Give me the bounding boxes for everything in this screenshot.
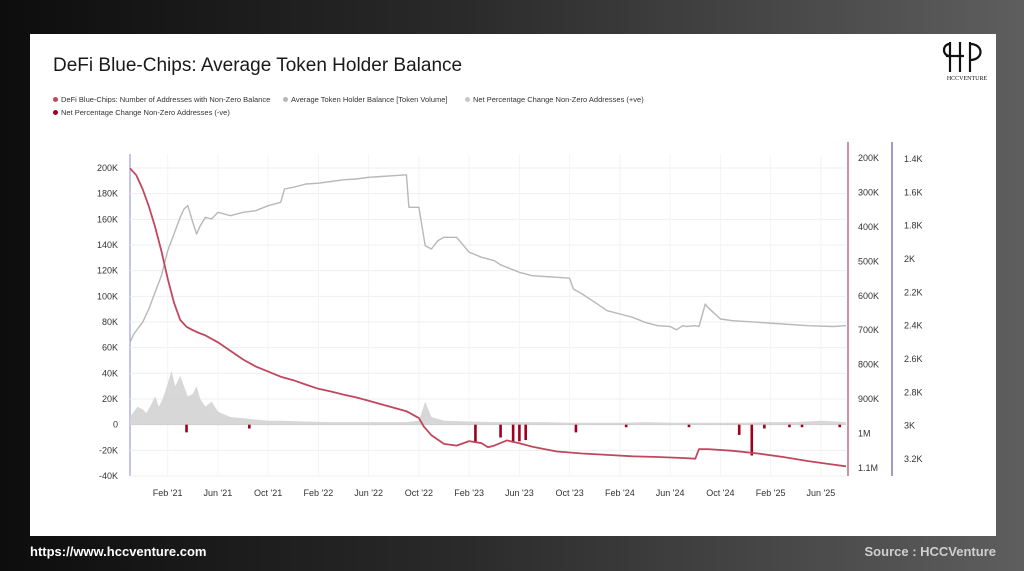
- mid-axis-tick: 700K: [858, 325, 879, 335]
- legend-label: Net Percentage Change Non-Zero Addresses…: [473, 95, 644, 104]
- left-axis-tick: 180K: [97, 189, 118, 199]
- mid-axis-tick: 800K: [858, 360, 879, 370]
- left-axis-tick: 0: [113, 420, 118, 430]
- neg-change-bar: [763, 424, 766, 429]
- x-axis-tick: Feb '25: [756, 488, 786, 498]
- mid-axis-tick: 900K: [858, 394, 879, 404]
- neg-change-bar: [248, 424, 251, 429]
- legend-label: Average Token Holder Balance [Token Volu…: [291, 95, 448, 104]
- legend-label: Net Percentage Change Non-Zero Addresses…: [61, 108, 230, 117]
- legend-item-avg-balance[interactable]: Average Token Holder Balance [Token Volu…: [283, 95, 448, 104]
- left-axis-tick: 20K: [102, 394, 118, 404]
- left-axis-tick: 40K: [102, 368, 118, 378]
- left-axis-tick: 160K: [97, 214, 118, 224]
- legend-dot-icon: [283, 97, 288, 102]
- neg-change-bar: [838, 424, 842, 428]
- x-axis-tick: Feb '23: [454, 488, 484, 498]
- x-axis-tick: Feb '21: [153, 488, 183, 498]
- x-axis-tick: Feb '24: [605, 488, 635, 498]
- left-axis-tick: 120K: [97, 266, 118, 276]
- right-axis-tick: 3K: [904, 421, 915, 431]
- neg-change-bar: [574, 424, 578, 433]
- right-axis-tick: 2.8K: [904, 387, 923, 397]
- right-axis-tick: 3.2K: [904, 454, 923, 464]
- left-axis-tick: 140K: [97, 240, 118, 250]
- neg-change-bar: [518, 424, 521, 442]
- legend-item-pos-change[interactable]: Net Percentage Change Non-Zero Addresses…: [465, 95, 644, 104]
- left-axis-tick: 80K: [102, 317, 118, 327]
- x-axis-tick: Jun '24: [656, 488, 685, 498]
- left-axis-tick: 200K: [97, 163, 118, 173]
- legend-dot-icon: [465, 97, 470, 102]
- x-axis-tick: Oct '21: [254, 488, 282, 498]
- neg-change-bar: [788, 424, 791, 428]
- legend-item-neg-change[interactable]: Net Percentage Change Non-Zero Addresses…: [53, 108, 230, 117]
- mid-axis-tick: 500K: [858, 256, 879, 266]
- chart-title: DeFi Blue-Chips: Average Token Holder Ba…: [53, 55, 463, 76]
- x-axis-tick: Oct '23: [556, 488, 584, 498]
- mid-axis-tick: 400K: [858, 222, 879, 232]
- x-axis-tick: Jun '25: [807, 488, 836, 498]
- left-axis-tick: 100K: [97, 291, 118, 301]
- hcc-logo: [942, 42, 982, 72]
- mid-axis-tick: 200K: [858, 153, 879, 163]
- mid-axis-tick: 300K: [858, 187, 879, 197]
- legend-label: DeFi Blue-Chips: Number of Addresses wit…: [61, 95, 271, 104]
- x-axis-tick: Oct '22: [405, 488, 433, 498]
- right-axis-tick: 1.8K: [904, 221, 923, 231]
- left-axis-tick: -40K: [99, 471, 118, 481]
- neg-change-bar: [524, 424, 527, 441]
- neg-change-bar: [624, 424, 628, 428]
- right-axis-tick: 1.6K: [904, 187, 923, 197]
- neg-change-bar: [750, 424, 754, 456]
- x-axis-tick: Jun '22: [354, 488, 383, 498]
- mid-axis-tick: 600K: [858, 291, 879, 301]
- right-axis-tick: 2K: [904, 254, 915, 264]
- left-axis-tick: 60K: [102, 343, 118, 353]
- x-axis-tick: Jun '21: [204, 488, 233, 498]
- right-axis-tick: 2.4K: [904, 321, 923, 331]
- neg-change-bar: [687, 424, 691, 428]
- neg-change-bar: [499, 424, 502, 438]
- x-axis-tick: Feb '22: [304, 488, 334, 498]
- chart-card: DeFi Blue-Chips: Average Token Holder Ba…: [30, 34, 996, 536]
- neg-change-bar: [185, 424, 188, 433]
- mid-axis-tick: 1M: [858, 429, 871, 439]
- footer-source: Source : HCCVenture: [864, 544, 996, 559]
- footer-website-link[interactable]: https://www.hccventure.com: [30, 544, 207, 559]
- right-axis-tick: 1.4K: [904, 154, 923, 164]
- neg-change-bar: [737, 424, 741, 435]
- neg-change-bar: [474, 424, 477, 443]
- logo-wordmark: HCCVENTURE: [946, 76, 988, 82]
- chart-plot: 200K 180K 160K 140K 120K 100K 80K 60K 40K 20K 0 -20…: [97, 142, 923, 498]
- neg-change-bar: [800, 424, 804, 428]
- avg-balance-line: [129, 174, 847, 343]
- left-axis-tick: -20K: [99, 445, 118, 455]
- legend-dot-icon: [53, 97, 58, 102]
- neg-change-bar: [511, 424, 515, 443]
- addresses-line: [129, 167, 847, 468]
- x-axis-tick: Oct '24: [706, 488, 734, 498]
- mid-axis-tick: 1.1M: [858, 463, 878, 473]
- right-axis-tick: 2.2K: [904, 287, 923, 297]
- right-axis-tick: 2.6K: [904, 354, 923, 364]
- pos-change-area: [130, 370, 846, 425]
- legend-item-addresses[interactable]: DeFi Blue-Chips: Number of Addresses wit…: [53, 95, 270, 104]
- x-axis-tick: Jun '23: [505, 488, 534, 498]
- legend-dot-icon: [53, 110, 58, 115]
